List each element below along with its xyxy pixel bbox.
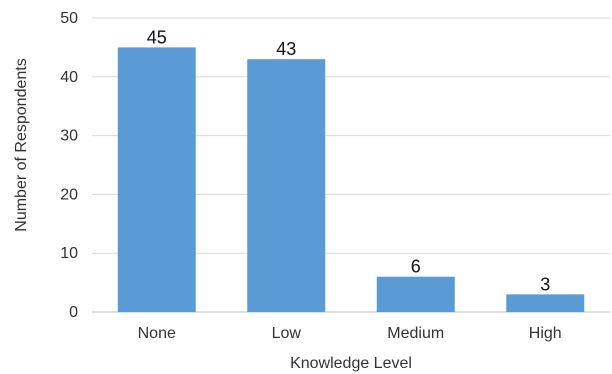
y-tick-label: 50 xyxy=(60,10,78,27)
x-tick-label-medium: Medium xyxy=(387,325,444,342)
data-label-low: 43 xyxy=(276,39,296,59)
y-tick-label: 30 xyxy=(60,128,78,145)
bar-none xyxy=(117,47,196,313)
y-tick-label: 10 xyxy=(60,245,78,262)
y-tick-label: 0 xyxy=(69,304,78,321)
x-tick-label-low: Low xyxy=(272,325,302,342)
x-axis-categories: None Low Medium High xyxy=(138,325,562,342)
y-axis-title: Number of Respondents xyxy=(13,58,30,231)
y-tick-label: 20 xyxy=(60,186,78,203)
bar-high xyxy=(506,294,585,312)
bar-low xyxy=(247,59,326,312)
x-tick-label-none: None xyxy=(138,325,176,342)
bar-medium xyxy=(376,276,455,312)
data-label-high: 3 xyxy=(540,274,550,294)
data-label-medium: 6 xyxy=(411,257,421,277)
x-tick-label-high: High xyxy=(529,325,562,342)
y-tick-label: 40 xyxy=(60,69,78,86)
x-axis-title: Knowledge Level xyxy=(290,355,412,372)
bars xyxy=(117,47,585,313)
y-axis-ticks: 0 10 20 30 40 50 xyxy=(60,10,78,321)
data-labels: 45 43 6 3 xyxy=(147,27,551,294)
data-label-none: 45 xyxy=(147,27,167,47)
